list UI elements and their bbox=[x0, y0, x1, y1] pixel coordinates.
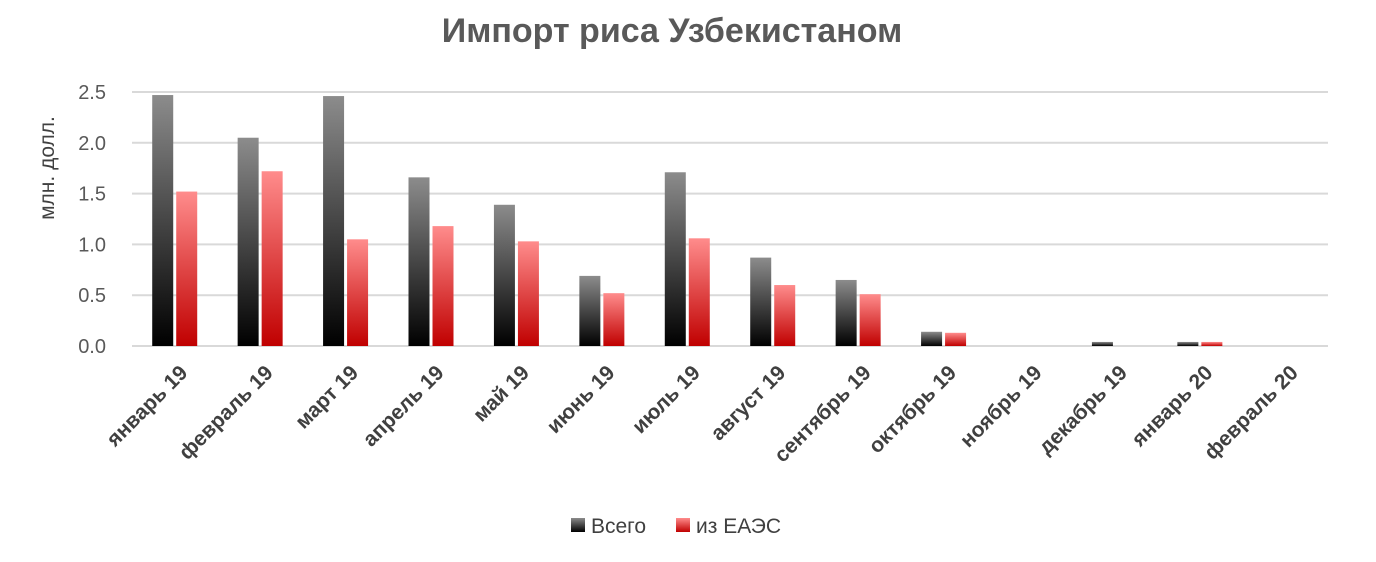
bar-eaeu bbox=[774, 285, 796, 346]
y-axis-label: млн. долл. bbox=[36, 116, 59, 220]
bars bbox=[152, 95, 1223, 347]
x-tick-label: март 19 bbox=[291, 361, 363, 433]
bar-total bbox=[493, 204, 515, 346]
x-tick-label: август 19 bbox=[706, 361, 790, 445]
y-tick-label: 1.0 bbox=[78, 234, 106, 256]
bar-eaeu bbox=[176, 191, 198, 346]
x-tick-label: январь 20 bbox=[1127, 361, 1218, 452]
x-tick-label: июль 19 bbox=[628, 361, 705, 438]
bar-eaeu bbox=[347, 239, 369, 346]
bar-total bbox=[237, 137, 259, 346]
x-tick-label: апрель 19 bbox=[359, 361, 449, 451]
chart-title: Импорт риса Узбекистаном bbox=[442, 12, 902, 50]
bar-total bbox=[750, 257, 772, 346]
bar-total bbox=[152, 95, 174, 346]
bar-eaeu bbox=[603, 293, 625, 346]
bar-total bbox=[921, 331, 943, 346]
x-tick-label: декабрь 19 bbox=[1034, 361, 1132, 459]
y-tick-label: 2.5 bbox=[78, 82, 106, 104]
bar-eaeu bbox=[945, 332, 967, 346]
bar-eaeu bbox=[261, 171, 283, 346]
bar-eaeu bbox=[432, 226, 454, 346]
bar-total bbox=[323, 96, 345, 347]
x-tick-label: октябрь 19 bbox=[864, 361, 961, 458]
y-tick-labels: 0.0 0.5 1.0 1.5 2.0 2.5 bbox=[78, 82, 106, 358]
y-tick-label: 0.0 bbox=[78, 336, 106, 358]
legend-swatch bbox=[676, 518, 690, 532]
legend-label: Всего bbox=[591, 515, 646, 538]
x-tick-label: январь 19 bbox=[102, 361, 193, 452]
x-tick-label: май 19 bbox=[469, 361, 534, 426]
legend: Всего из ЕАЭС bbox=[571, 515, 781, 538]
y-tick-label: 0.5 bbox=[78, 285, 106, 307]
bar-eaeu bbox=[1201, 341, 1223, 346]
bar-eaeu bbox=[859, 294, 881, 346]
bar-total bbox=[579, 275, 601, 346]
bar-total bbox=[1177, 341, 1199, 346]
bar-total bbox=[835, 279, 857, 346]
bar-total bbox=[664, 172, 686, 346]
y-tick-label: 1.5 bbox=[78, 184, 106, 206]
x-tick-label: ноябрь 19 bbox=[956, 361, 1047, 452]
bar-total bbox=[408, 177, 430, 346]
x-tick-label: июнь 19 bbox=[543, 361, 620, 438]
gridlines bbox=[132, 91, 1328, 347]
legend-swatch bbox=[571, 518, 585, 532]
bar-eaeu bbox=[688, 238, 710, 346]
bar-eaeu bbox=[517, 241, 539, 346]
y-tick-label: 2.0 bbox=[78, 133, 106, 155]
bar-total bbox=[1091, 341, 1113, 346]
legend-label: из ЕАЭС bbox=[696, 515, 781, 538]
